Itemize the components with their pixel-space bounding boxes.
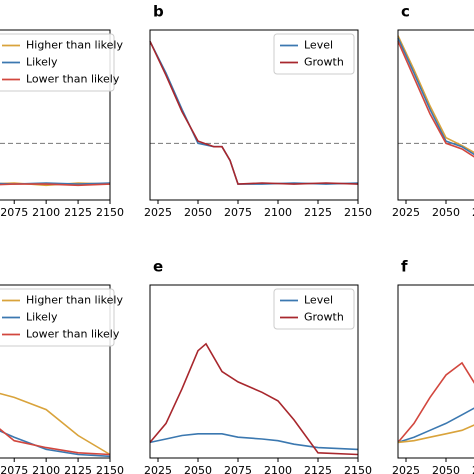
x-tick-label: 2050: [432, 206, 460, 219]
data-line: [397, 361, 474, 443]
x-tick-label: 2025: [392, 206, 420, 219]
legend-box: [0, 288, 115, 347]
data-line: [0, 430, 111, 458]
x-tick-label: 2150: [96, 464, 124, 474]
x-tick-label: 2075: [472, 206, 474, 219]
legend-label: Higher than likely: [26, 294, 123, 307]
x-tick-label: 2100: [264, 206, 292, 219]
plot-frame: [397, 284, 474, 459]
data-line: [397, 407, 474, 444]
legend-label: Higher than likely: [26, 39, 123, 52]
x-tick-label: 2050: [184, 206, 212, 219]
plot-frame: [149, 284, 359, 459]
x-tick-label: 2150: [344, 206, 372, 219]
legend-label: Growth: [304, 311, 344, 324]
legend-label: Level: [304, 294, 333, 307]
data-line: [397, 40, 474, 158]
x-tick-label: 2125: [304, 464, 332, 474]
x-tick-label: 2125: [304, 206, 332, 219]
x-tick-label: 2050: [432, 464, 460, 474]
plot-frame: [149, 29, 359, 201]
data-line: [149, 433, 359, 451]
legend-label: Likely: [26, 311, 58, 324]
data-line: [397, 35, 474, 154]
plot-frame: [397, 29, 474, 201]
x-tick-label: 2075: [472, 464, 474, 474]
x-tick-label: 2025: [144, 206, 172, 219]
x-tick-label: 2100: [264, 464, 292, 474]
x-tick-label: 2050: [184, 464, 212, 474]
panel-label: b: [153, 3, 164, 21]
x-tick-label: 2125: [64, 464, 92, 474]
plot-frame: [0, 29, 111, 201]
x-tick-label: 2150: [96, 206, 124, 219]
legend-box: [273, 33, 355, 75]
x-tick-label: 2075: [224, 206, 252, 219]
x-tick-label: 2125: [64, 206, 92, 219]
legend-box: [0, 33, 115, 92]
plot-frame: [0, 284, 111, 459]
x-tick-label: 2100: [32, 206, 60, 219]
data-line: [397, 37, 474, 156]
legend-label: Growth: [304, 56, 344, 69]
data-line: [149, 342, 359, 456]
x-tick-label: 2025: [144, 464, 172, 474]
data-line: [0, 183, 111, 187]
data-line: [0, 392, 111, 456]
legend-label: Lower than likely: [26, 328, 120, 341]
legend-label: Likely: [26, 56, 58, 69]
x-tick-label: 2150: [344, 464, 372, 474]
x-tick-label: 2025: [392, 464, 420, 474]
x-tick-label: 2075: [224, 464, 252, 474]
x-tick-label: 2075: [0, 464, 28, 474]
data-line: [0, 428, 111, 456]
panel-label: c: [401, 3, 410, 21]
legend-box: [273, 288, 355, 330]
data-line: [397, 424, 474, 444]
legend-label: Lower than likely: [26, 73, 120, 86]
panel-label: f: [401, 258, 408, 276]
panel-label: e: [153, 258, 163, 276]
legend-label: Level: [304, 39, 333, 52]
x-tick-label: 2075: [0, 206, 28, 219]
data-line: [149, 40, 359, 185]
x-tick-label: 2100: [32, 464, 60, 474]
